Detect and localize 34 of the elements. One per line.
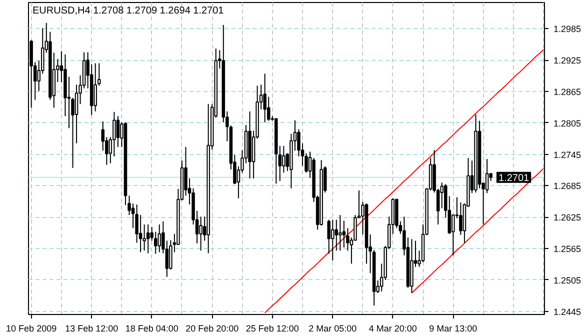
line-series	[264, 49, 544, 314]
candlestick	[199, 216, 202, 252]
candlestick	[263, 73, 266, 123]
x-tick-label: 20 Feb 20:00	[186, 324, 239, 334]
y-tick-label: 1.2985	[554, 24, 582, 34]
candlestick	[146, 224, 150, 254]
candlestick	[282, 145, 286, 174]
ref-line-label: 1.2701	[498, 172, 530, 184]
x-tick-label: 4 Mar 20:00	[368, 324, 417, 334]
y-tick-label: 1.2805	[554, 118, 582, 128]
x-tick-label: 9 Mar 13:00	[429, 324, 478, 334]
candlestick	[334, 219, 338, 252]
x-tick-label: 25 Feb 12:00	[246, 324, 299, 334]
x-tick-label: 18 Feb 04:00	[125, 324, 178, 334]
x-tick-label: 13 Feb 12:00	[65, 324, 118, 334]
candlestick	[158, 224, 162, 253]
y-tick-label: 1.2745	[554, 150, 582, 160]
y-tick-label: 1.2565	[554, 244, 582, 254]
y-tick-label: 1.2505	[554, 275, 582, 286]
candlestick	[331, 219, 334, 262]
chart-title: EURUSD,H4 1.2708 1.2709 1.2694 1.2701	[32, 6, 224, 16]
candlestick	[338, 214, 342, 252]
x-tick-label: 2 Mar 05:00	[308, 324, 357, 334]
x-tick-label: 10 Feb 2009	[6, 324, 57, 334]
candlestick	[94, 62, 97, 112]
y-tick-label: 1.2625	[554, 212, 582, 223]
candlestick	[116, 116, 120, 148]
line-series	[411, 168, 544, 294]
y-tick-label: 1.2685	[554, 181, 582, 192]
y-tick-label: 1.2445	[554, 306, 582, 317]
candlestick	[154, 231, 158, 254]
y-tick-label: 1.2865	[554, 86, 582, 97]
y-tick-label: 1.2925	[554, 56, 582, 66]
candlestick	[342, 220, 346, 248]
